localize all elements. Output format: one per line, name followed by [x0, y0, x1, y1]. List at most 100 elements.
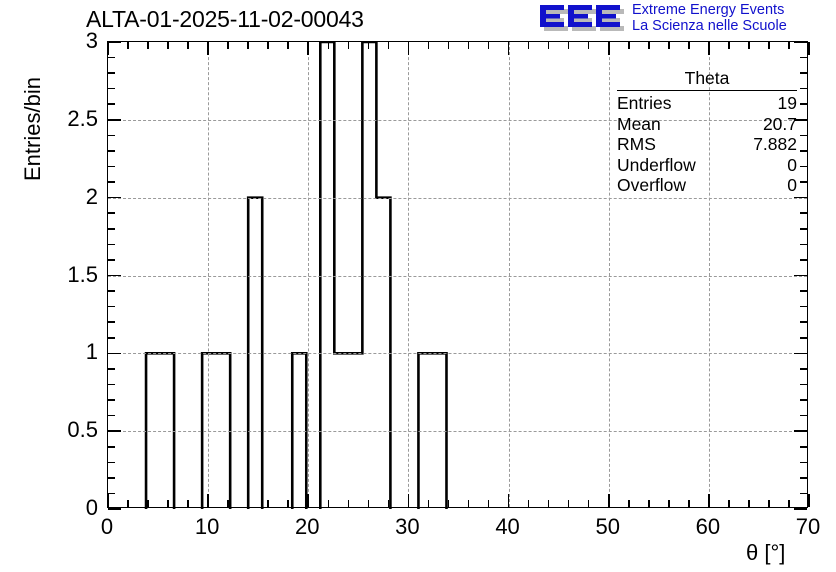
- axis-tick: [748, 500, 750, 507]
- axis-tick: [167, 500, 169, 507]
- axis-tick: [800, 336, 807, 339]
- axis-tick: [794, 274, 807, 277]
- axis-tick: [487, 500, 490, 507]
- axis-tick: [708, 42, 710, 55]
- axis-tick: [800, 477, 807, 479]
- axis-tick: [307, 494, 310, 507]
- axis-tick: [567, 42, 570, 49]
- axis-tick: [127, 42, 129, 49]
- axis-tick: [587, 500, 590, 507]
- axis-tick: [800, 181, 807, 183]
- axis-tick: [327, 42, 330, 49]
- axis-tick: [800, 414, 807, 417]
- axis-tick: [367, 500, 370, 507]
- stats-row: Mean 20.7: [613, 114, 801, 135]
- x-tick-label: 20: [295, 514, 320, 539]
- stats-row: RMS 7.882: [613, 134, 801, 155]
- axis-tick: [768, 500, 770, 507]
- axis-tick: [327, 500, 330, 507]
- axis-tick: [108, 305, 115, 308]
- stats-row-key: RMS: [617, 134, 656, 154]
- stats-row: Overflow 0: [613, 175, 801, 196]
- axis-tick: [108, 103, 115, 106]
- axis-tick: [108, 274, 121, 277]
- axis-tick: [247, 42, 249, 49]
- axis-tick: [108, 430, 121, 432]
- axis-tick: [507, 42, 510, 55]
- axis-tick: [668, 42, 670, 49]
- axis-tick: [287, 500, 290, 507]
- grid-line-vertical: [608, 42, 610, 507]
- plot-frame: [107, 41, 810, 510]
- axis-tick: [267, 42, 270, 49]
- stats-row: Underflow 0: [613, 155, 801, 176]
- axis-tick: [427, 42, 430, 49]
- axis-tick: [108, 87, 115, 90]
- axis-tick: [800, 103, 807, 106]
- axis-tick: [507, 494, 510, 507]
- axis-tick: [794, 352, 807, 355]
- axis-tick: [108, 461, 115, 464]
- stats-row-key: Mean: [617, 113, 661, 134]
- axis-tick: [187, 42, 189, 49]
- axis-tick: [647, 500, 650, 507]
- axis-tick: [108, 181, 115, 183]
- stats-row-value: 19: [777, 93, 797, 113]
- axis-tick: [800, 383, 807, 386]
- axis-tick: [794, 430, 807, 432]
- axis-tick: [108, 259, 115, 261]
- axis-tick: [108, 243, 115, 246]
- x-axis-title: θ [°]: [746, 540, 786, 565]
- grid-line-horizontal: [108, 431, 807, 433]
- stats-row-key: Underflow: [617, 154, 696, 175]
- axis-tick: [794, 196, 807, 199]
- grid-line-horizontal: [108, 353, 807, 355]
- axis-tick: [800, 321, 807, 323]
- grid-line-vertical: [508, 42, 510, 507]
- stats-box: Theta Entries 19 Mean 20.7 RMS 7.882 Underflow…: [613, 68, 801, 196]
- axis-tick: [108, 119, 121, 121]
- stats-title: Theta: [617, 68, 797, 91]
- eee-logo: Extreme Energy Events La Scienza nelle S…: [540, 2, 832, 36]
- axis-tick: [800, 87, 807, 90]
- axis-tick: [407, 42, 410, 55]
- y-tick-label: 1: [85, 339, 98, 365]
- axis-tick: [347, 42, 350, 49]
- axis-tick: [407, 494, 410, 507]
- axis-tick: [808, 494, 810, 507]
- stats-row-value: 7.882: [753, 134, 797, 154]
- axis-tick: [800, 259, 807, 261]
- axis-tick: [147, 42, 149, 49]
- grid-line-vertical: [408, 42, 410, 507]
- grid-line-horizontal: [108, 119, 807, 121]
- x-tick-label: 60: [695, 514, 721, 539]
- axis-tick: [187, 500, 189, 507]
- axis-tick: [108, 368, 115, 370]
- axis-tick: [800, 399, 807, 401]
- y-tick-label: 1.5: [67, 261, 98, 287]
- axis-tick: [627, 500, 630, 507]
- axis-tick: [467, 42, 470, 49]
- axis-tick: [108, 508, 121, 510]
- axis-tick: [287, 42, 290, 49]
- y-tick-label: 2: [85, 183, 98, 209]
- axis-tick: [788, 42, 790, 49]
- axis-tick: [688, 42, 690, 49]
- eee-logo-text: Extreme Energy Events La Scienza nelle S…: [632, 2, 787, 34]
- axis-tick: [567, 500, 570, 507]
- page-title: ALTA-01-2025-11-02-00043: [86, 6, 364, 32]
- axis-tick: [207, 494, 209, 507]
- axis-tick: [108, 56, 115, 59]
- axis-tick: [108, 72, 115, 74]
- axis-tick: [387, 42, 390, 49]
- axis-tick: [108, 321, 115, 323]
- x-tick-label: 10: [194, 514, 220, 539]
- y-tick-label: 3: [85, 28, 98, 53]
- axis-tick: [447, 500, 450, 507]
- axis-tick: [800, 243, 807, 246]
- axis-tick: [808, 42, 810, 55]
- axis-tick: [247, 500, 249, 507]
- axis-tick: [108, 445, 115, 448]
- axis-tick: [307, 42, 310, 55]
